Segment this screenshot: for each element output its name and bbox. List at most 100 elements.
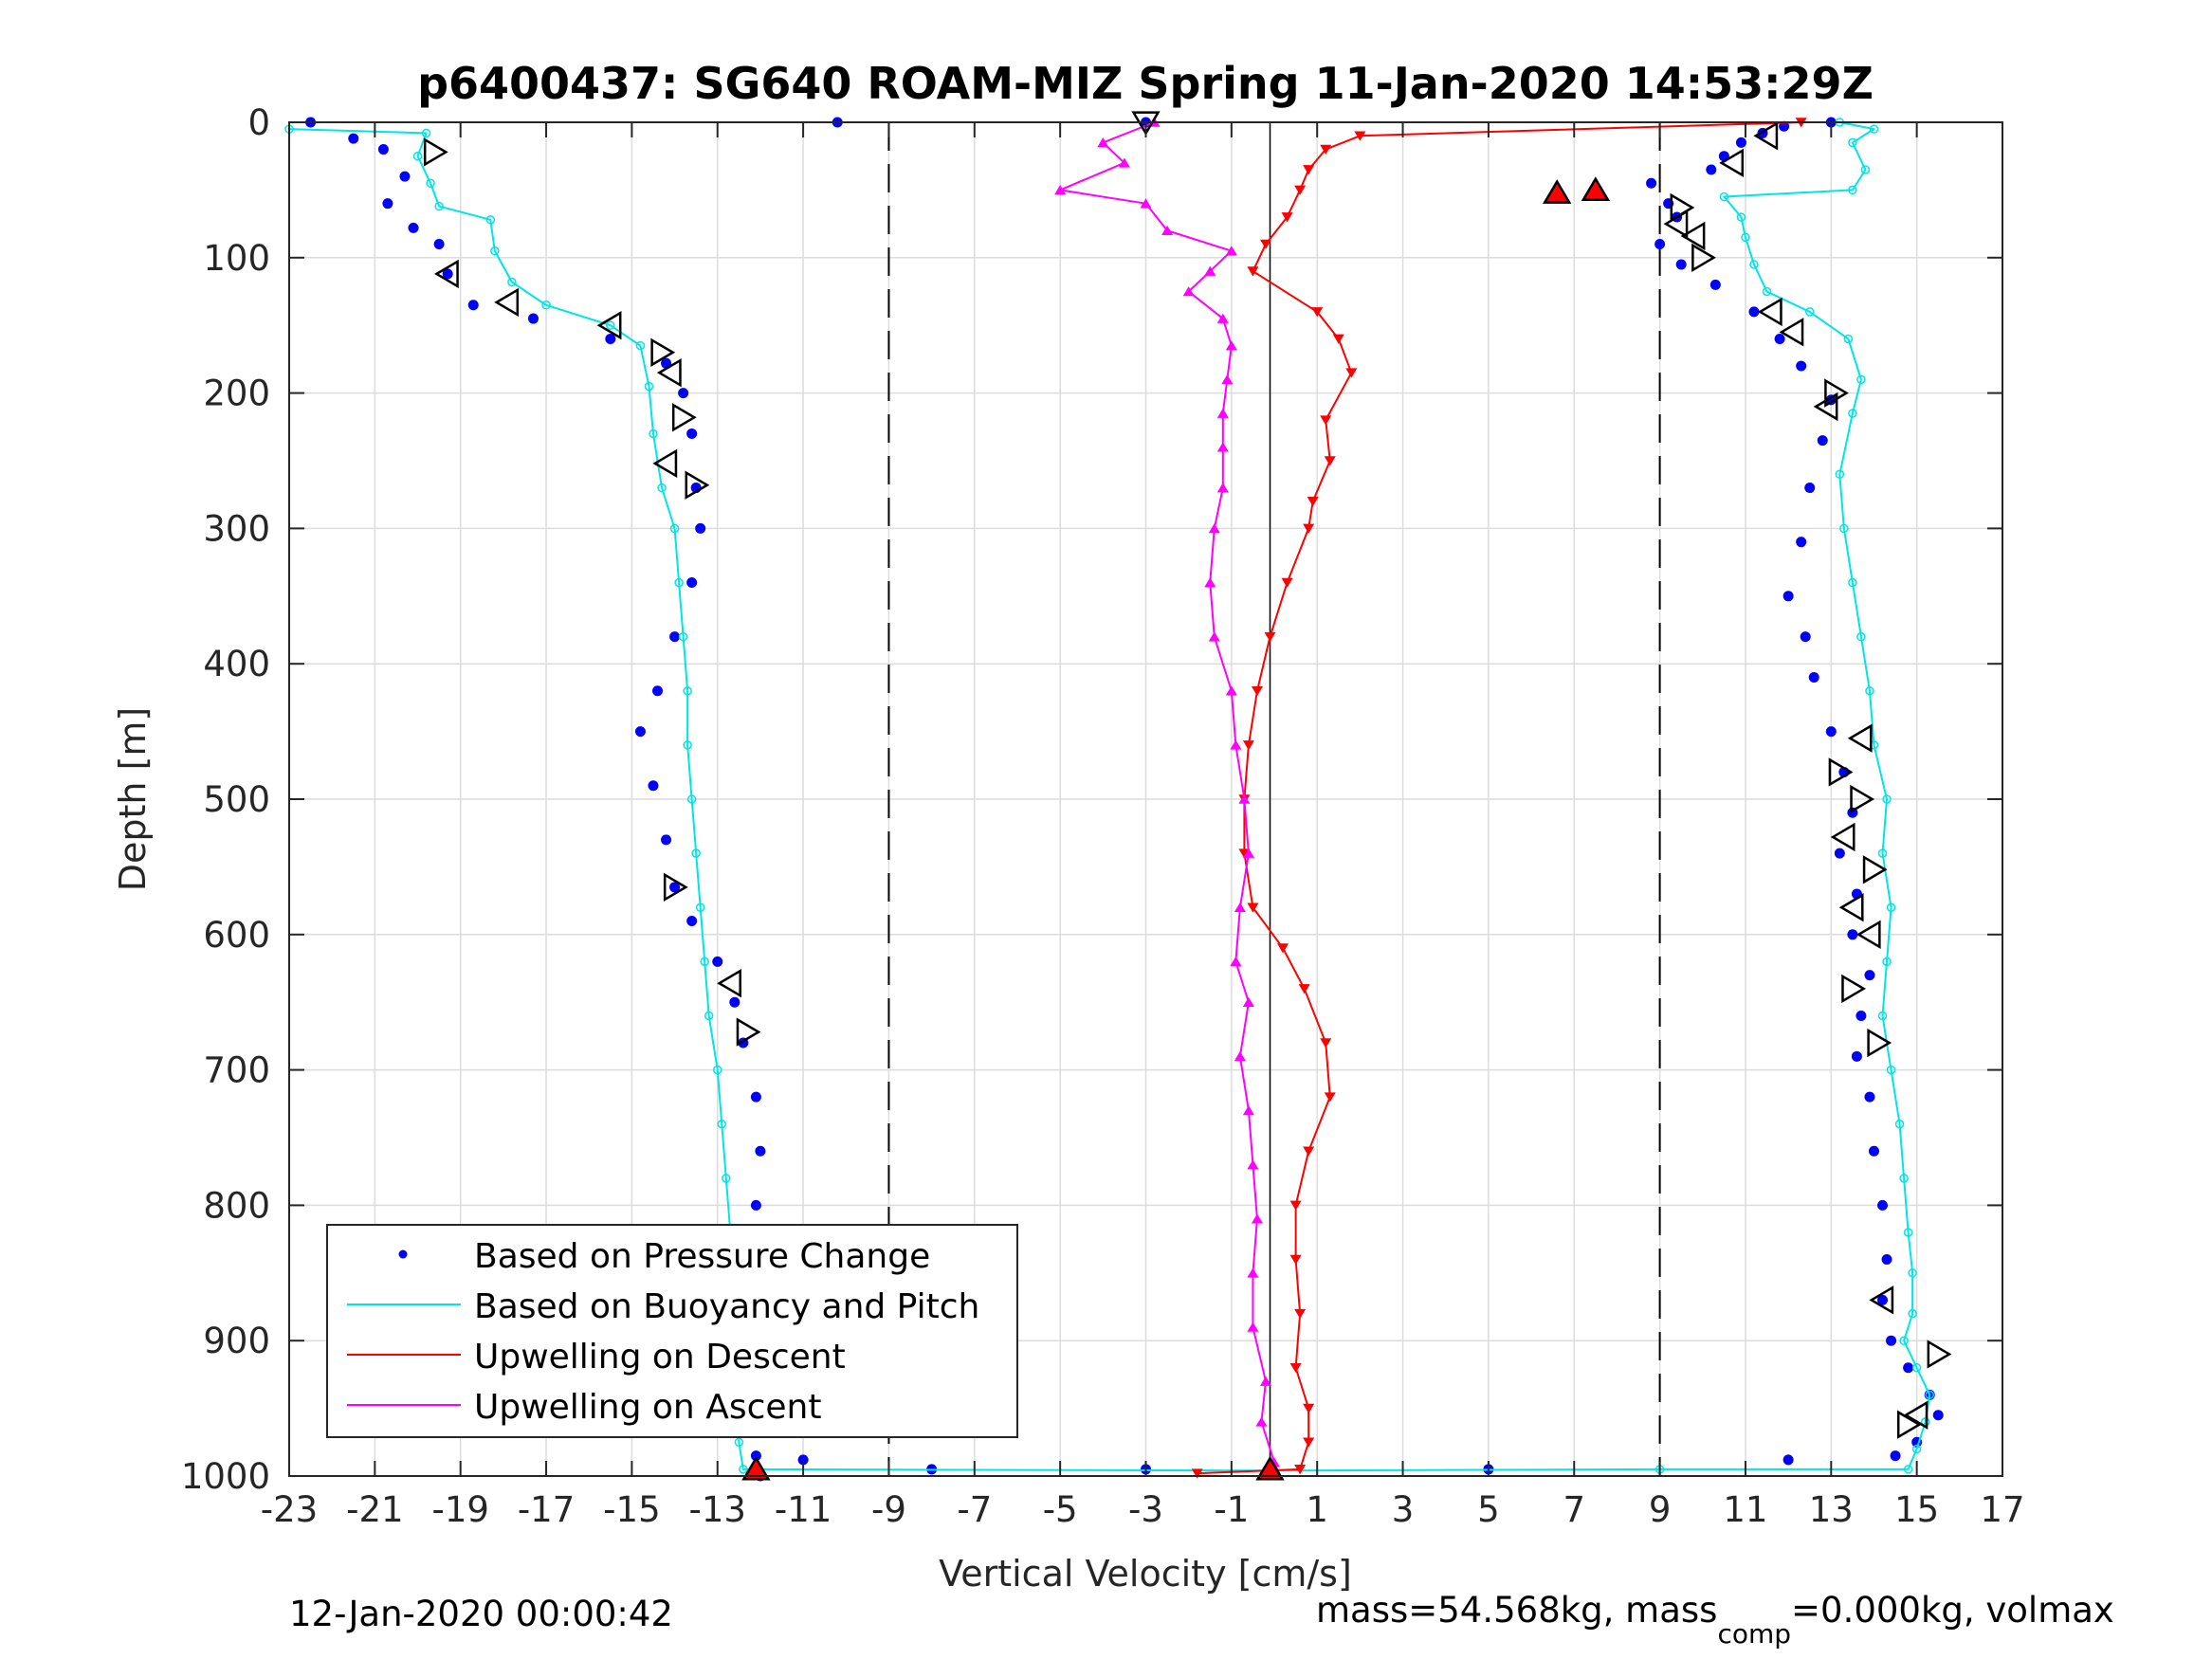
y-tick-label: 200 [203,374,270,414]
open-triangle-right-marker [1850,784,1875,814]
point-based-on-pressure-change [1877,1199,1889,1211]
red-triangle-up-marker [741,1455,771,1481]
point-based-on-pressure-change [755,1145,766,1157]
point-upwelling-on-ascent [1238,793,1251,804]
point-based-on-pressure-change [1903,1362,1914,1374]
point-based-on-buoyancy-and-pitch [1908,1308,1917,1319]
point-based-on-buoyancy-and-pitch [1886,1065,1896,1075]
point-upwelling-on-ascent [1118,157,1130,168]
point-upwelling-on-descent [1251,685,1263,697]
point-upwelling-on-descent [1277,943,1289,954]
point-based-on-buoyancy-and-pitch [1848,137,1857,148]
point-based-on-buoyancy-and-pitch [644,381,654,392]
x-tick-label: -15 [603,1489,660,1530]
point-based-on-pressure-change [648,780,659,792]
point-based-on-pressure-change [669,631,681,643]
open-triangle-left-marker [1753,121,1779,151]
open-triangle-left-marker [1813,392,1838,422]
point-upwelling-on-descent [1307,497,1319,507]
point-upwelling-on-ascent [1140,198,1152,209]
legend: Based on Pressure Change Based on Buoyan… [326,1224,1018,1438]
marker-layer [423,111,1952,1481]
open-triangle-right-marker [1896,1410,1922,1439]
point-based-on-buoyancy-and-pitch [669,523,680,534]
point-based-on-buoyancy-and-pitch [426,178,435,189]
red-triangle-up-marker [1255,1455,1285,1481]
point-upwelling-on-ascent [1230,739,1242,750]
point-based-on-pressure-change [348,133,359,144]
point-upwelling-on-ascent [1251,1213,1263,1224]
point-based-on-buoyancy-and-pitch [1877,848,1888,858]
point-upwelling-on-descent [1264,631,1276,643]
x-tick-label: -13 [689,1489,746,1530]
point-upwelling-on-ascent [1208,631,1220,642]
point-upwelling-on-ascent [1234,1050,1246,1062]
open-triangle-left-marker [1869,1285,1894,1315]
point-based-on-buoyancy-and-pitch [717,1119,727,1129]
point-based-on-pressure-change [1796,537,1807,548]
x-tick-label: -5 [1043,1489,1078,1530]
open-triangle-left-marker [717,969,741,998]
point-based-on-buoyancy-and-pitch [485,215,496,225]
point-based-on-buoyancy-and-pitch [1848,185,1857,195]
point-based-on-pressure-change [1709,279,1721,290]
open-triangle-left-marker [1757,297,1782,327]
open-triangle-left-marker [433,259,459,289]
y-tick-label: 900 [203,1321,270,1361]
legend-label-descent: Upwelling on Descent [474,1338,846,1376]
point-based-on-buoyancy-and-pitch [1865,686,1874,696]
x-tick-label: -11 [775,1489,832,1530]
open-triangle-right-marker [736,1017,761,1047]
point-based-on-pressure-change [1748,306,1760,318]
point-based-on-pressure-change [1877,1294,1889,1305]
point-based-on-buoyancy-and-pitch [739,1465,748,1474]
point-based-on-pressure-change [1834,848,1845,859]
point-based-on-buoyancy-and-pitch [421,128,431,138]
open-triangle-right-marker [663,872,688,902]
open-triangle-right-marker [1867,1028,1892,1058]
point-based-on-pressure-change [1654,239,1666,250]
point-based-on-buoyancy-and-pitch [649,428,658,439]
point-based-on-buoyancy-and-pitch [686,794,697,804]
point-upwelling-on-ascent [1242,1105,1254,1116]
x-axis-ticks: -23 -21 -19 -17 -15 -13 -11 -9 -7 -5 -3 -1 1 3 5 7 9 11 13… [261,122,2025,1530]
y-tick-label: 700 [203,1050,270,1091]
point-upwelling-on-ascent [1242,848,1254,858]
point-based-on-pressure-change [467,300,479,311]
point-upwelling-on-descent [1191,1468,1203,1479]
open-triangle-left-marker [494,287,520,318]
legend-label-buoyancy: Based on Buoyancy and Pitch [474,1287,979,1326]
point-upwelling-on-ascent [1161,225,1174,236]
open-triangle-right-marker [671,403,697,432]
point-based-on-buoyancy-and-pitch [1903,1228,1913,1237]
open-triangle-left-marker [1719,148,1745,178]
point-based-on-buoyancy-and-pitch [695,902,705,912]
x-tick-label: 3 [1392,1489,1415,1530]
point-based-on-buoyancy-and-pitch [1899,1336,1909,1345]
open-triangle-right-marker [650,337,676,367]
x-tick-label: -17 [518,1489,575,1530]
point-based-on-pressure-change [712,956,723,967]
point-upwelling-on-ascent [1259,1376,1271,1386]
point-upwelling-on-descent [1320,144,1332,155]
footer-mass-subscript: comp [1717,1618,1791,1650]
x-tick-label: 1 [1306,1489,1328,1530]
footer-mass-text: mass=54.568kg, mass [1316,1590,1717,1631]
point-based-on-buoyancy-and-pitch [1839,523,1849,534]
point-upwelling-on-descent [1345,368,1358,378]
point-based-on-pressure-change [750,1450,761,1462]
point-based-on-buoyancy-and-pitch [1908,1268,1917,1278]
point-upwelling-on-ascent [1054,185,1067,195]
x-tick-label: 11 [1723,1489,1767,1530]
x-tick-label: -9 [871,1489,906,1530]
open-triangle-left-marker [1856,920,1881,949]
point-upwelling-on-descent [1294,185,1307,195]
point-upwelling-on-ascent [1216,313,1229,323]
point-based-on-buoyancy-and-pitch [635,340,646,351]
x-tick-label: 15 [1894,1489,1939,1530]
point-based-on-buoyancy-and-pitch [412,151,423,161]
point-based-on-buoyancy-and-pitch [1860,165,1871,174]
y-tick-label: 100 [203,238,270,279]
point-based-on-buoyancy-and-pitch [1736,212,1746,222]
